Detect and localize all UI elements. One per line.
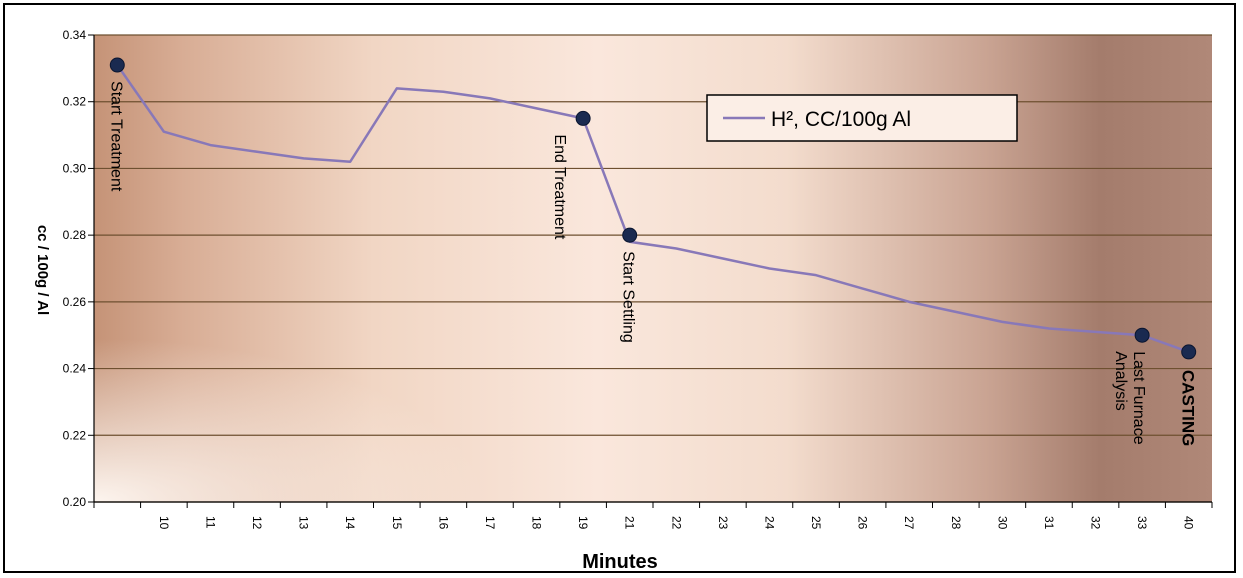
x-tick-label: 25 — [809, 516, 823, 530]
y-tick-label: 0.22 — [63, 428, 87, 442]
x-tick-label: 10 — [157, 516, 171, 530]
y-tick-label: 0.30 — [63, 161, 87, 175]
y-axis-title: cc / 100g / Al — [34, 225, 51, 315]
point-annotation: Analysis — [1112, 351, 1129, 411]
data-point-marker — [1134, 327, 1150, 343]
y-tick-label: 0.26 — [63, 295, 87, 309]
x-tick-label: 28 — [949, 516, 963, 530]
legend-label: H², CC/100g Al — [771, 108, 911, 131]
x-tick-label: 17 — [483, 516, 497, 530]
point-annotation: Start Treatment — [107, 81, 124, 192]
point-annotation: Start Settling — [620, 251, 637, 343]
point-annotation: End Treatment — [551, 134, 568, 240]
y-tick-label: 0.32 — [63, 95, 87, 109]
point-annotation: Last Furnace — [1130, 351, 1147, 444]
x-tick-label: 26 — [856, 516, 870, 530]
x-tick-label: 27 — [902, 516, 916, 530]
x-tick-label: 12 — [250, 516, 264, 530]
x-tick-label: 31 — [1042, 516, 1056, 530]
y-tick-label: 0.20 — [63, 495, 87, 509]
data-point-marker — [1181, 344, 1197, 360]
series-line — [116, 64, 1190, 354]
x-tick-label: 24 — [762, 516, 776, 530]
x-tick-label: 14 — [343, 516, 357, 530]
x-axis-title: Minutes — [582, 551, 658, 573]
data-point-marker — [109, 57, 125, 73]
y-tick-label: 0.24 — [63, 362, 87, 376]
point-annotation: CASTING — [1179, 370, 1198, 447]
x-tick-label: 30 — [995, 516, 1009, 530]
x-tick-label: 19 — [576, 516, 590, 530]
x-tick-label: 21 — [623, 516, 637, 530]
x-tick-label: 40 — [1182, 516, 1196, 530]
y-tick-label: 0.28 — [63, 228, 87, 242]
x-tick-label: 32 — [1089, 516, 1103, 530]
data-point-marker — [575, 110, 591, 126]
x-tick-label: 11 — [203, 516, 217, 529]
x-tick-label: 16 — [436, 516, 450, 530]
x-tick-label: 22 — [669, 516, 683, 530]
data-point-marker — [622, 227, 638, 243]
plot-background-glow — [94, 35, 1212, 502]
x-tick-label: 33 — [1135, 516, 1149, 530]
x-tick-label: 15 — [390, 516, 404, 530]
x-tick-label: 13 — [297, 516, 311, 530]
x-tick-label: 23 — [716, 516, 730, 530]
y-tick-label: 0.34 — [63, 28, 87, 42]
x-tick-label: 18 — [530, 516, 544, 530]
